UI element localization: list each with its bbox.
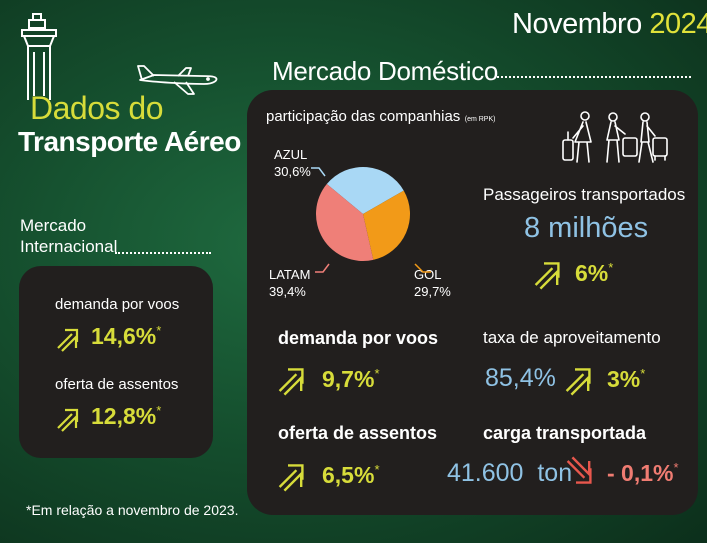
dom-demand-label: demanda por voos [278,328,439,348]
arrow-up-icon [534,262,560,290]
arrow-up-icon [57,328,79,352]
page-title-line2: Transporte Aéreo [18,126,241,157]
pie-label-azul: AZUL 30,6% [274,147,311,179]
control-tower-icon [21,13,57,100]
intl-seats-label: oferta de assentos [55,376,179,393]
international-title-line1: Mercado [20,216,87,235]
travelers-icon [562,111,668,163]
pie-slice-gol [363,190,410,260]
pie-label-latam: LATAM 39,4% [269,267,311,299]
arrow-up-icon [565,368,591,396]
arrow-up-icon [278,368,304,396]
passengers-label: Passageiros transportados [483,185,686,204]
report-date: Novembro 2024 [512,8,707,41]
load-factor-change: 3%* [607,366,646,392]
cargo-label: carga transportada [483,423,647,443]
pie-leader-lines [311,167,431,273]
intl-seats-value: 12,8%* [91,403,162,429]
dom-seats-label: oferta de assentos [278,423,438,443]
cargo-value: 41.600 ton [447,459,573,487]
dom-seats-value: 6,5%* [322,462,380,488]
international-title-line2: Internacional [20,237,118,256]
load-factor-value: 85,4% [485,364,556,392]
pie-slice-azul [326,167,404,214]
intl-demand-label: demanda por voos [55,296,180,313]
market-share-pie-chart [316,167,410,261]
pie-chart-title: participação das companhias (em RPK) [266,108,496,125]
dom-demand-value: 9,7%* [322,366,380,392]
passengers-change: 6%* [575,260,614,286]
passengers-value: 8 milhões [524,212,649,244]
arrow-up-icon [278,464,304,492]
page-title-line1: Dados do [30,90,163,126]
international-market-title: Mercado Internacional [20,215,117,257]
report-year: 2024 [649,8,707,40]
dotted-divider [497,76,691,78]
domestic-panel: participação das companhias (em RPK) AZU… [247,90,698,515]
arrow-down-icon [566,456,592,484]
intl-demand-value: 14,6%* [91,323,162,349]
domestic-market-title: Mercado Doméstico [272,56,499,86]
load-factor-label: taxa de aproveitamento [483,328,661,347]
international-panel: demanda por voos 14,6%* oferta de assent… [19,266,213,458]
pie-chart-note: (em RPK) [464,116,496,123]
footnote: *Em relação a novembro de 2023. [26,502,239,518]
dotted-divider [115,252,211,254]
arrow-up-icon [57,408,79,432]
pie-slice-latam [316,184,374,261]
report-month: Novembro [512,8,642,40]
cargo-change: - 0,1%* [607,460,679,486]
airplane-icon [137,65,218,95]
